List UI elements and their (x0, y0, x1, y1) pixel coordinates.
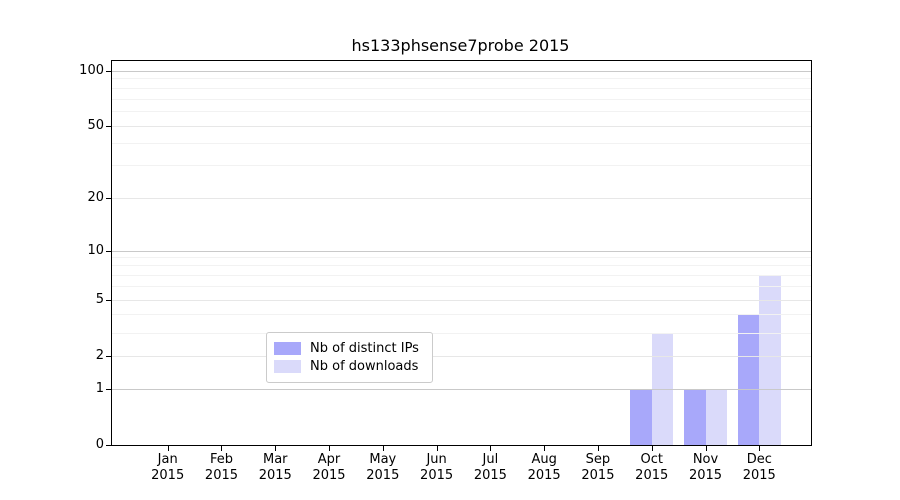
y-tick-10 (106, 250, 111, 252)
x-tick-jan (167, 446, 169, 451)
y-tick-label-5: 5 (95, 291, 104, 307)
x-tick-month: Oct (640, 452, 663, 467)
legend: Nb of distinct IPs Nb of downloads (266, 332, 433, 383)
x-tick-label-may: May 2015 (343, 452, 423, 484)
gridline-y-9 (112, 257, 811, 258)
x-tick-year: 2015 (366, 468, 400, 483)
x-tick-month: Jun (426, 452, 447, 467)
y-tick-20 (106, 198, 111, 199)
bar-distinct-ips-oct (630, 389, 652, 445)
x-tick-label-apr: Apr 2015 (289, 452, 369, 484)
legend-swatch-downloads (274, 360, 301, 373)
x-tick-label-jan: Jan 2015 (128, 452, 208, 484)
gridline-y-4 (112, 313, 811, 315)
x-tick-label-sep: Sep 2015 (558, 452, 638, 484)
x-tick-may (382, 446, 384, 451)
x-tick-nov (705, 446, 707, 451)
x-tick-month: Nov (692, 452, 719, 467)
y-tick-0 (106, 445, 111, 446)
y-tick-label-100: 100 (79, 63, 104, 78)
legend-label-distinct-ips: Nb of distinct IPs (310, 341, 419, 356)
bar-downloads-oct (651, 332, 674, 445)
y-tick-label-0: 0 (95, 437, 104, 452)
bar-distinct-ips-dec (737, 313, 760, 445)
y-tick-2 (106, 355, 111, 357)
x-tick-year: 2015 (420, 468, 454, 483)
x-tick-year: 2015 (151, 468, 185, 483)
x-tick-aug (544, 446, 546, 451)
x-tick-label-jul: Jul 2015 (450, 452, 530, 484)
x-tick-oct (651, 446, 653, 451)
x-tick-sep (597, 446, 599, 451)
gridline-y-40 (112, 143, 811, 144)
gridline-y-1 (112, 389, 811, 390)
gridline-y-70 (112, 98, 811, 100)
gridline-y-10 (112, 250, 811, 252)
gridline-y-6 (112, 286, 811, 287)
x-tick-year: 2015 (581, 468, 615, 483)
x-tick-feb (221, 446, 223, 451)
x-tick-month: May (369, 452, 397, 467)
x-tick-label-aug: Aug 2015 (504, 452, 584, 484)
bar-downloads-nov (705, 389, 727, 445)
chart-title: hs133phsense7probe 2015 (351, 36, 570, 55)
x-tick-year: 2015 (527, 468, 561, 483)
y-tick-label-10: 10 (87, 242, 104, 258)
legend-swatch-distinct-ips (274, 342, 301, 355)
x-tick-month: Aug (531, 452, 557, 467)
x-tick-label-mar: Mar 2015 (235, 452, 315, 484)
y-tick-label-50: 50 (87, 118, 104, 133)
gridline-y-8 (112, 265, 811, 266)
gridline-y-90 (112, 78, 811, 79)
bar-distinct-ips-nov (684, 389, 706, 445)
legend-row: Nb of distinct IPs (274, 340, 424, 357)
gridline-y-80 (112, 88, 811, 89)
gridline-y-5 (112, 299, 811, 301)
x-tick-apr (329, 446, 331, 451)
x-tick-month: Mar (262, 452, 288, 467)
gridline-y-7 (112, 275, 811, 276)
x-tick-year: 2015 (312, 468, 346, 483)
x-tick-month: Apr (317, 452, 341, 467)
x-tick-year: 2015 (204, 468, 239, 483)
gridline-y-30 (112, 164, 811, 166)
gridline-y-3 (112, 332, 811, 334)
y-tick-label-1: 1 (95, 381, 104, 396)
x-tick-year: 2015 (635, 468, 669, 483)
legend-label-downloads: Nb of downloads (310, 359, 419, 374)
x-tick-year: 2015 (258, 468, 292, 483)
gridline-y-50 (112, 126, 811, 127)
legend-row: Nb of downloads (274, 358, 424, 375)
x-tick-label-jun: Jun 2015 (397, 452, 477, 484)
y-tick-1 (106, 389, 111, 390)
x-tick-year: 2015 (473, 468, 507, 483)
x-tick-dec (759, 446, 761, 451)
y-tick-5 (106, 299, 111, 301)
x-tick-month: Feb (209, 452, 233, 467)
x-tick-label-nov: Nov 2015 (666, 452, 746, 484)
gridline-y-60 (112, 111, 811, 112)
y-tick-label-2: 2 (95, 347, 104, 363)
gridline-y-100 (112, 71, 811, 72)
y-tick-50 (106, 126, 111, 127)
x-tick-month: Jul (482, 452, 499, 467)
x-tick-year: 2015 (688, 468, 723, 483)
x-tick-label-dec: Dec 2015 (719, 452, 799, 484)
y-tick-label-20: 20 (87, 190, 104, 205)
bar-downloads-dec (759, 275, 781, 445)
x-tick-year: 2015 (742, 468, 776, 483)
x-tick-jul (490, 446, 492, 451)
x-tick-month: Jan (157, 452, 178, 467)
x-tick-mar (275, 446, 277, 451)
gridline-y-20 (112, 198, 811, 199)
x-tick-month: Dec (746, 452, 772, 467)
plot-area: 0 1 2 5 10 20 50 100 Jan 2015 Feb 2015 Mar 2015 Apr 201… (79, 60, 812, 483)
x-tick-month: Sep (585, 452, 611, 467)
x-tick-jun (436, 446, 438, 451)
y-tick-100 (106, 71, 111, 72)
x-tick-label-oct: Oct 2015 (612, 452, 692, 484)
x-tick-label-feb: Feb 2015 (181, 452, 261, 484)
gridline-y-2 (112, 355, 811, 357)
